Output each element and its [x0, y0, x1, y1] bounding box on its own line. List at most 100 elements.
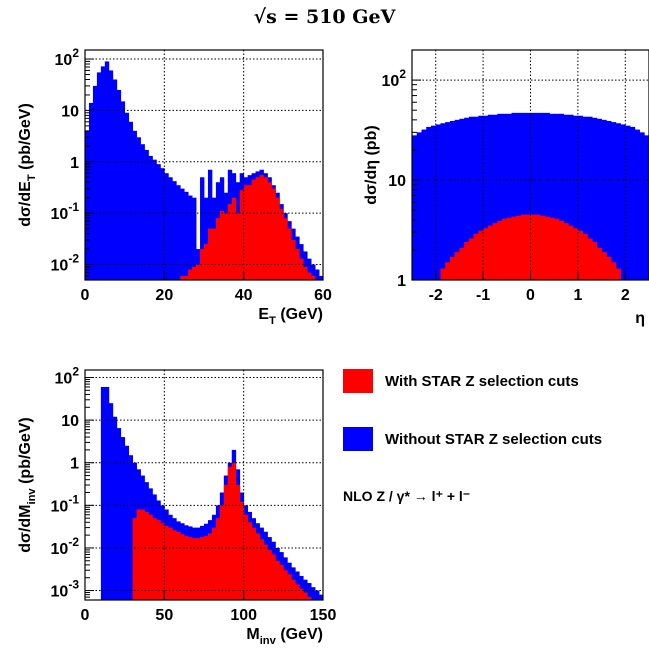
- histogram-bin: [283, 570, 288, 600]
- histogram-bin: [303, 579, 308, 600]
- histogram-bin: [630, 126, 636, 280]
- y-tick-label: 10-1: [51, 492, 80, 515]
- histogram-bin: [96, 72, 102, 280]
- histogram-bin: [483, 228, 489, 280]
- histogram-bin: [120, 101, 126, 280]
- series-with-cuts: [180, 175, 316, 280]
- histogram-bin: [596, 247, 602, 280]
- histogram-bin: [625, 125, 631, 280]
- histogram-bin: [251, 179, 256, 280]
- histogram-bin: [140, 509, 145, 600]
- histogram-bin: [521, 112, 527, 280]
- histogram-bin: [311, 587, 316, 600]
- histogram-bin: [243, 185, 249, 280]
- histogram-bin: [535, 214, 541, 280]
- histogram-bin: [412, 135, 418, 280]
- histogram-bin: [184, 191, 189, 280]
- histogram-bin: [267, 182, 272, 280]
- histogram-bin: [85, 130, 90, 280]
- histogram-bin: [112, 416, 118, 600]
- histogram-bin: [473, 233, 479, 280]
- histogram-bin: [492, 114, 498, 280]
- x-tick-label: 0: [81, 287, 90, 304]
- histogram-bin: [464, 241, 470, 280]
- et-distribution-plot: 102 10 1 10-1 10-20 20 40 60 ET (GeV) dσ/dET (pb/…: [17, 46, 332, 327]
- histogram-bin: [156, 520, 161, 600]
- histogram-bin: [184, 275, 189, 280]
- histogram-bin: [136, 509, 141, 600]
- histogram-bin: [152, 518, 157, 600]
- histogram-bin: [568, 225, 574, 280]
- histogram-bin: [539, 215, 546, 280]
- histogram-bin: [606, 256, 612, 280]
- histogram-bin: [204, 197, 209, 280]
- histogram-bin: [100, 386, 106, 600]
- histogram-bin: [128, 121, 133, 280]
- histogram-bin: [207, 169, 213, 280]
- histogram-bin: [506, 217, 512, 280]
- x-tick-label: 0: [81, 607, 90, 624]
- histogram-bin: [319, 275, 323, 280]
- grid: [412, 50, 649, 280]
- histogram-bin: [104, 386, 110, 600]
- histogram-bin: [215, 518, 221, 600]
- histogram-bin: [192, 538, 197, 600]
- y-tick-label: 1: [70, 456, 79, 473]
- histogram-bin: [530, 112, 536, 280]
- histogram-bin: [287, 574, 292, 600]
- plot-area: [85, 50, 323, 280]
- histogram-bin: [525, 112, 531, 280]
- histogram-bin: [554, 218, 560, 280]
- histogram-bin: [172, 530, 177, 600]
- histogram-bin: [525, 214, 531, 280]
- histogram-bin: [592, 117, 598, 280]
- histogram-bin: [168, 177, 173, 280]
- histogram-bin: [243, 514, 249, 600]
- histogram-bin: [100, 66, 106, 280]
- y-tick-label: 10-2: [51, 535, 80, 558]
- histogram-bin: [295, 584, 300, 600]
- y-tick-label: 102: [55, 365, 80, 388]
- histogram-bin: [188, 269, 193, 280]
- histogram-bin: [112, 79, 118, 280]
- histogram-bin: [511, 216, 517, 280]
- histogram-bin: [152, 159, 157, 280]
- histogram-bin: [483, 115, 489, 280]
- x-tick-label: 100: [230, 607, 257, 624]
- histogram-bin: [530, 214, 536, 280]
- histogram-bin: [502, 218, 508, 280]
- histogram-bin: [88, 102, 94, 280]
- histogram-bin: [587, 238, 593, 280]
- histogram-bin: [176, 185, 181, 280]
- histogram-bin: [497, 113, 503, 280]
- histogram-bin: [92, 85, 98, 280]
- histogram-bin: [283, 218, 288, 280]
- x-tick-label: -1: [476, 287, 490, 304]
- x-tick-label: 0: [526, 287, 535, 304]
- histogram-bin: [577, 230, 584, 280]
- y-axis-title: dσ/dET (pb/GeV): [17, 103, 38, 227]
- histogram-bin: [172, 181, 177, 280]
- histogram-bin: [307, 272, 312, 280]
- histogram-bin: [188, 195, 193, 280]
- histogram-bin: [168, 527, 173, 600]
- histogram-bin: [449, 256, 456, 280]
- histogram-bin: [259, 175, 264, 280]
- histogram-bin: [473, 116, 479, 280]
- histogram-bin: [192, 197, 197, 280]
- histogram-bin: [611, 122, 617, 280]
- histogram-bin: [303, 592, 308, 600]
- histogram-bin: [231, 462, 237, 600]
- eta-distribution-plot: 102 10 1 -2 -1 0 1 2η dσ/dη (pb): [363, 49, 649, 327]
- histogram-bin: [188, 537, 193, 600]
- histogram-bin: [445, 262, 451, 280]
- histogram-bin: [132, 518, 137, 600]
- histogram-bin: [544, 216, 550, 280]
- histogram-bin: [279, 564, 284, 600]
- histogram-bin: [521, 214, 527, 280]
- histogram-bin: [211, 527, 217, 600]
- histogram-bin: [516, 215, 522, 280]
- histogram-bin: [128, 455, 133, 600]
- histogram-bin: [180, 188, 185, 280]
- histogram-bin: [611, 262, 617, 280]
